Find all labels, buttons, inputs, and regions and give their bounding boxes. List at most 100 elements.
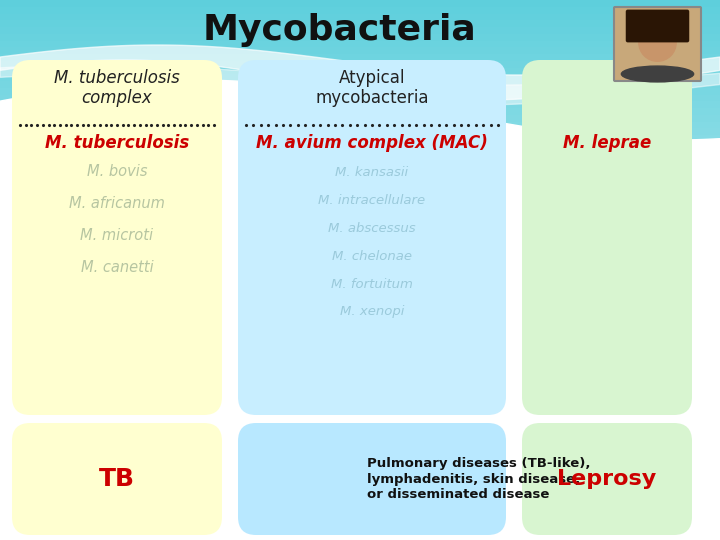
Bar — [0, 411, 720, 418]
Bar — [0, 324, 720, 330]
Bar — [0, 102, 720, 108]
Bar — [0, 115, 720, 122]
Text: M. tuberculosis: M. tuberculosis — [45, 134, 189, 152]
Bar — [0, 351, 720, 357]
Bar — [0, 0, 720, 6]
Bar — [0, 291, 720, 297]
Bar — [0, 141, 720, 149]
Bar — [0, 297, 720, 303]
Bar — [0, 230, 720, 237]
Bar — [0, 243, 720, 249]
Ellipse shape — [621, 66, 693, 82]
Bar — [0, 526, 720, 534]
FancyBboxPatch shape — [522, 60, 692, 415]
Bar — [0, 54, 720, 60]
Text: Mycobacteria: Mycobacteria — [203, 13, 477, 47]
Bar — [0, 338, 720, 345]
Bar — [0, 14, 720, 20]
Text: M. fortuitum: M. fortuitum — [331, 278, 413, 291]
Text: M. avium complex (MAC): M. avium complex (MAC) — [256, 134, 488, 152]
Bar — [0, 148, 720, 156]
Bar — [0, 256, 720, 263]
Bar — [0, 108, 720, 115]
Bar — [0, 284, 720, 291]
Bar — [0, 276, 720, 284]
Text: M. kansasii: M. kansasii — [336, 165, 408, 179]
Text: Leprosy: Leprosy — [557, 469, 657, 489]
Bar — [0, 459, 720, 465]
Text: M. intracellulare: M. intracellulare — [318, 193, 426, 206]
Text: M. bovis: M. bovis — [86, 165, 148, 179]
Bar — [0, 122, 720, 128]
Bar — [0, 183, 720, 189]
Bar — [0, 364, 720, 372]
Bar — [0, 263, 720, 270]
Bar — [0, 270, 720, 276]
Text: M. chelonae: M. chelonae — [332, 249, 412, 262]
Bar — [0, 135, 720, 141]
Bar — [0, 534, 720, 540]
Text: TB: TB — [99, 467, 135, 491]
Bar — [0, 6, 720, 14]
Bar — [0, 317, 720, 324]
Bar — [0, 486, 720, 492]
Bar — [0, 47, 720, 54]
Bar — [0, 507, 720, 513]
FancyBboxPatch shape — [238, 60, 506, 415]
Bar — [0, 162, 720, 168]
Bar — [0, 372, 720, 378]
Bar — [0, 513, 720, 519]
Bar — [0, 392, 720, 399]
Text: Pulmonary diseases (TB-like),
lymphadenitis, skin disease,
or disseminated disea: Pulmonary diseases (TB-like), lymphadeni… — [367, 457, 590, 501]
Bar — [0, 176, 720, 183]
Bar — [0, 438, 720, 445]
Bar — [0, 492, 720, 500]
Bar — [0, 472, 720, 480]
Bar — [0, 303, 720, 310]
Bar — [0, 189, 720, 195]
Bar — [0, 399, 720, 405]
Bar — [0, 237, 720, 243]
Bar — [0, 40, 720, 47]
Bar — [0, 216, 720, 222]
Bar — [0, 418, 720, 426]
Text: M. africanum: M. africanum — [69, 197, 165, 212]
Bar — [0, 168, 720, 176]
Bar — [0, 432, 720, 438]
Text: Atypical
mycobacteria: Atypical mycobacteria — [315, 69, 428, 107]
Bar — [0, 94, 720, 102]
Bar — [0, 330, 720, 338]
Text: M. canetti: M. canetti — [81, 260, 153, 275]
Bar — [0, 405, 720, 411]
Bar — [0, 480, 720, 486]
Bar — [0, 345, 720, 351]
Bar — [0, 249, 720, 256]
Bar — [0, 195, 720, 202]
Bar — [0, 60, 720, 68]
Bar — [0, 310, 720, 317]
Text: M. xenopi: M. xenopi — [340, 306, 404, 319]
Bar — [0, 465, 720, 472]
Bar — [0, 453, 720, 459]
Bar — [0, 81, 720, 87]
FancyBboxPatch shape — [522, 423, 692, 535]
Bar — [0, 27, 720, 33]
Text: M. microti: M. microti — [81, 228, 153, 244]
Bar — [0, 357, 720, 364]
Bar — [0, 128, 720, 135]
Bar — [0, 20, 720, 27]
Circle shape — [639, 24, 676, 61]
Bar — [0, 500, 720, 507]
Text: M. abscessus: M. abscessus — [328, 221, 416, 234]
Bar — [0, 68, 720, 74]
Bar — [0, 446, 720, 453]
FancyBboxPatch shape — [238, 423, 506, 535]
Bar — [0, 384, 720, 391]
Bar — [0, 209, 720, 216]
Bar — [0, 87, 720, 94]
Bar — [0, 202, 720, 209]
Text: M. tuberculosis
complex: M. tuberculosis complex — [54, 69, 180, 107]
Bar — [0, 519, 720, 526]
Bar — [0, 222, 720, 230]
FancyBboxPatch shape — [626, 10, 689, 43]
